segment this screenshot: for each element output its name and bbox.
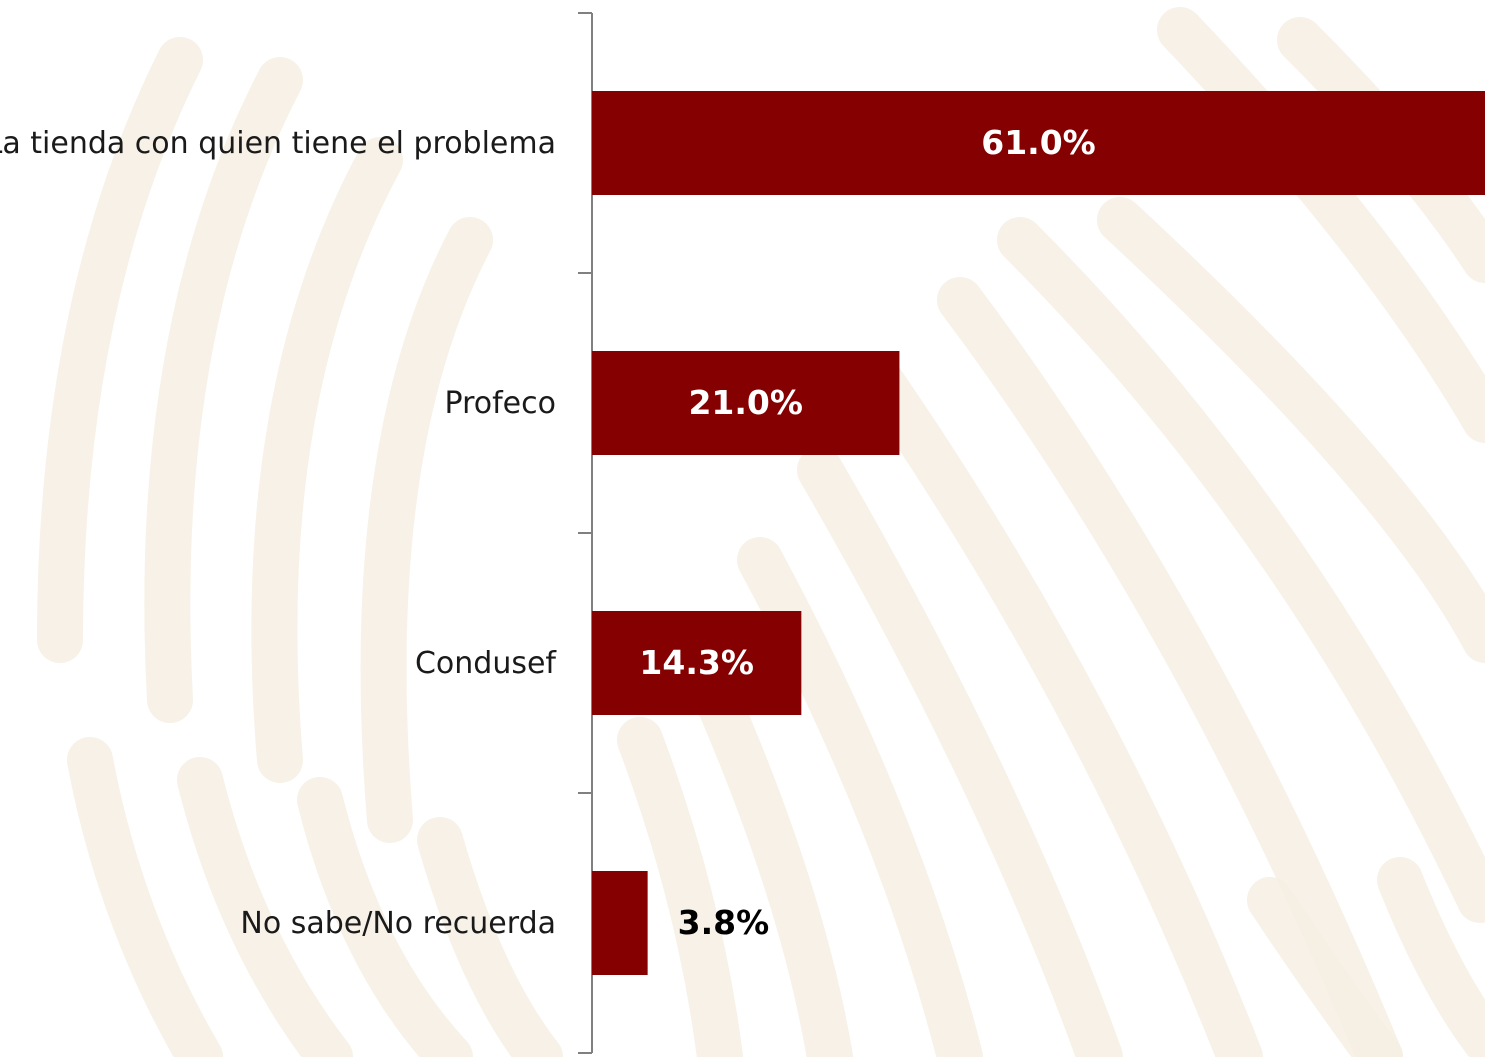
watermark-stripe [1097,197,1485,663]
labels: La tienda con quien tiene el problema 61.… [0,123,1096,942]
category-tick-label: Condusef [415,646,557,681]
bar-value-label: 61.0% [981,123,1096,162]
watermark-stripe [1247,877,1403,1061]
watermark-stripe [997,217,1485,923]
watermark-stripe [360,217,493,843]
bar [592,91,1485,195]
watermark-stripe [677,637,853,1061]
bars [592,91,1485,975]
watermark-stripe [857,357,1263,1061]
watermark-stripe [67,737,223,1061]
bar [592,871,648,975]
bar-value-label: 3.8% [678,903,770,942]
watermark-stripe [1157,7,1485,443]
bar-value-label: 21.0% [688,383,803,422]
watermark-stripe [797,447,1123,1061]
watermark-stripe [37,37,203,663]
watermark-stripe [177,757,353,1061]
watermark-stripe [297,777,473,1061]
watermark-stripe [251,137,403,783]
watermark-stripe [617,717,743,1061]
bar-value-label: 14.3% [639,643,754,682]
watermark-stripe [417,817,563,1061]
bar [592,611,802,715]
watermark-stripe [144,57,303,723]
watermark-stripe [1377,857,1485,1061]
watermark-stripe [937,277,1403,1061]
category-tick-label: La tienda con quien tiene el problema [0,126,556,161]
category-tick-label: Profeco [445,386,556,421]
bar [592,351,900,455]
category-tick-label: No sabe/No recuerda [240,906,556,941]
